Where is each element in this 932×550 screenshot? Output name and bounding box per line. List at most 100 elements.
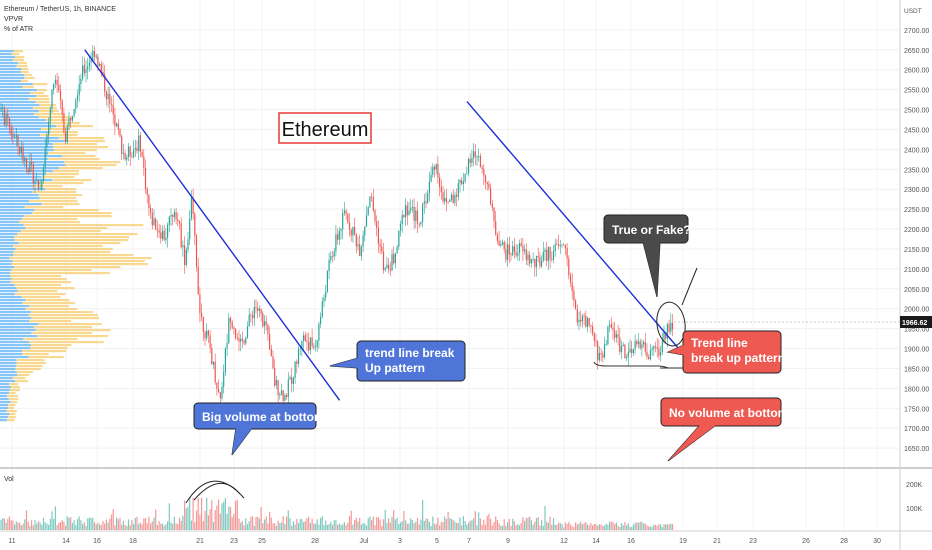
volume-bar: [566, 523, 568, 530]
vpvr-bar-up: [0, 293, 15, 296]
volume-bar: [411, 520, 413, 530]
vpvr-bar-down: [28, 356, 64, 359]
candle-body: [110, 103, 113, 105]
volume-bar: [515, 525, 517, 530]
vpvr-bar-up: [0, 245, 13, 248]
volume-bar: [399, 522, 402, 530]
volume-bar: [303, 522, 305, 530]
volume-bar: [646, 525, 648, 530]
price-tick-label: 1750.00: [904, 406, 929, 413]
candle-body: [576, 309, 578, 323]
candle-body: [292, 377, 294, 384]
candle-body: [537, 255, 539, 257]
candle-body: [95, 56, 97, 58]
candle-body: [488, 183, 490, 188]
vpvr-bar-up: [0, 269, 12, 272]
candle-body: [12, 134, 14, 138]
callout-true-or-fake-text-line: True or Fake?: [612, 223, 691, 237]
candle-body: [253, 307, 255, 319]
trendline-2: [466, 101, 686, 357]
volume-profile: [0, 50, 152, 422]
breakout-circle: [656, 301, 686, 347]
volume-bar: [99, 524, 101, 530]
candle-body: [547, 246, 549, 261]
volume-bar: [126, 525, 128, 530]
candle-body: [246, 326, 249, 338]
vpvr-bar-up: [0, 209, 35, 212]
vpvr-bar-down: [16, 65, 28, 68]
volume-bar: [527, 517, 529, 530]
vpvr-bar-down: [53, 146, 108, 149]
volume-bar: [70, 517, 72, 530]
vpvr-bar-down: [37, 335, 109, 338]
candle-body: [484, 175, 487, 182]
volume-bar: [658, 524, 660, 530]
volume-bar: [541, 520, 543, 530]
volume-bar: [326, 524, 328, 530]
candle-body: [277, 380, 279, 396]
volume-bar: [207, 515, 209, 530]
vpvr-bar-up: [0, 80, 21, 83]
candle-body: [510, 254, 512, 256]
candle-body: [456, 195, 458, 197]
candle-body: [624, 344, 626, 359]
candle-body: [561, 244, 563, 246]
candle-body: [607, 326, 609, 345]
vpvr-bar-down: [16, 287, 75, 290]
volume-bar: [42, 517, 45, 530]
volume-bar: [238, 518, 240, 530]
time-tick-label: 23: [749, 538, 757, 545]
time-tick-label: 25: [258, 538, 266, 545]
volume-bar: [603, 525, 606, 530]
vpvr-bar-up: [0, 383, 10, 386]
volume-bar: [374, 525, 376, 530]
vpvr-bar-down: [21, 296, 61, 299]
candle-body: [508, 244, 510, 255]
volume-bar: [469, 520, 471, 530]
vpvr-bar-up: [0, 350, 22, 353]
candle-body: [602, 354, 604, 358]
vpvr-bar-down: [22, 353, 49, 356]
vpvr-bar-up: [0, 203, 42, 206]
vpvr-bar-up: [0, 155, 62, 158]
volume-bar: [408, 523, 410, 530]
volume-bar: [24, 519, 26, 530]
vpvr-bar-down: [29, 347, 68, 350]
candle-body: [316, 340, 318, 347]
candle-body: [146, 188, 148, 195]
volume-bar: [178, 517, 181, 530]
candle-body: [219, 392, 221, 399]
volume-bar: [576, 524, 578, 530]
volume-bar: [401, 521, 403, 530]
vpvr-bar-up: [0, 257, 10, 260]
candle-body: [495, 220, 497, 235]
volume-bar: [48, 524, 50, 530]
candle-body: [503, 242, 505, 250]
vpvr-bar-up: [0, 89, 37, 92]
volume-bar: [121, 524, 123, 530]
candle-body: [279, 394, 281, 396]
candle-body: [70, 117, 72, 121]
volume-bar: [619, 526, 621, 530]
candle-body: [148, 194, 150, 209]
volume-bar: [8, 516, 11, 530]
volume-bar: [418, 524, 420, 530]
candle-body: [343, 210, 345, 214]
volume-bar: [405, 520, 407, 530]
vpvr-bar-down: [9, 272, 110, 275]
vpvr-bar-down: [16, 359, 45, 362]
time-tick-label: 28: [840, 538, 848, 545]
candle-body: [160, 232, 162, 239]
volume-bar: [450, 518, 453, 530]
candle-body: [569, 275, 572, 283]
candle-body: [430, 174, 432, 182]
vpvr-bar-up: [0, 230, 21, 233]
candle-body: [382, 251, 385, 271]
candle-body: [598, 353, 600, 361]
candle-body: [221, 386, 223, 399]
price-tick-label: 2100.00: [904, 267, 929, 274]
vpvr-bar-down: [9, 413, 16, 416]
vpvr-bar-up: [0, 56, 15, 59]
volume-bar: [360, 524, 362, 530]
